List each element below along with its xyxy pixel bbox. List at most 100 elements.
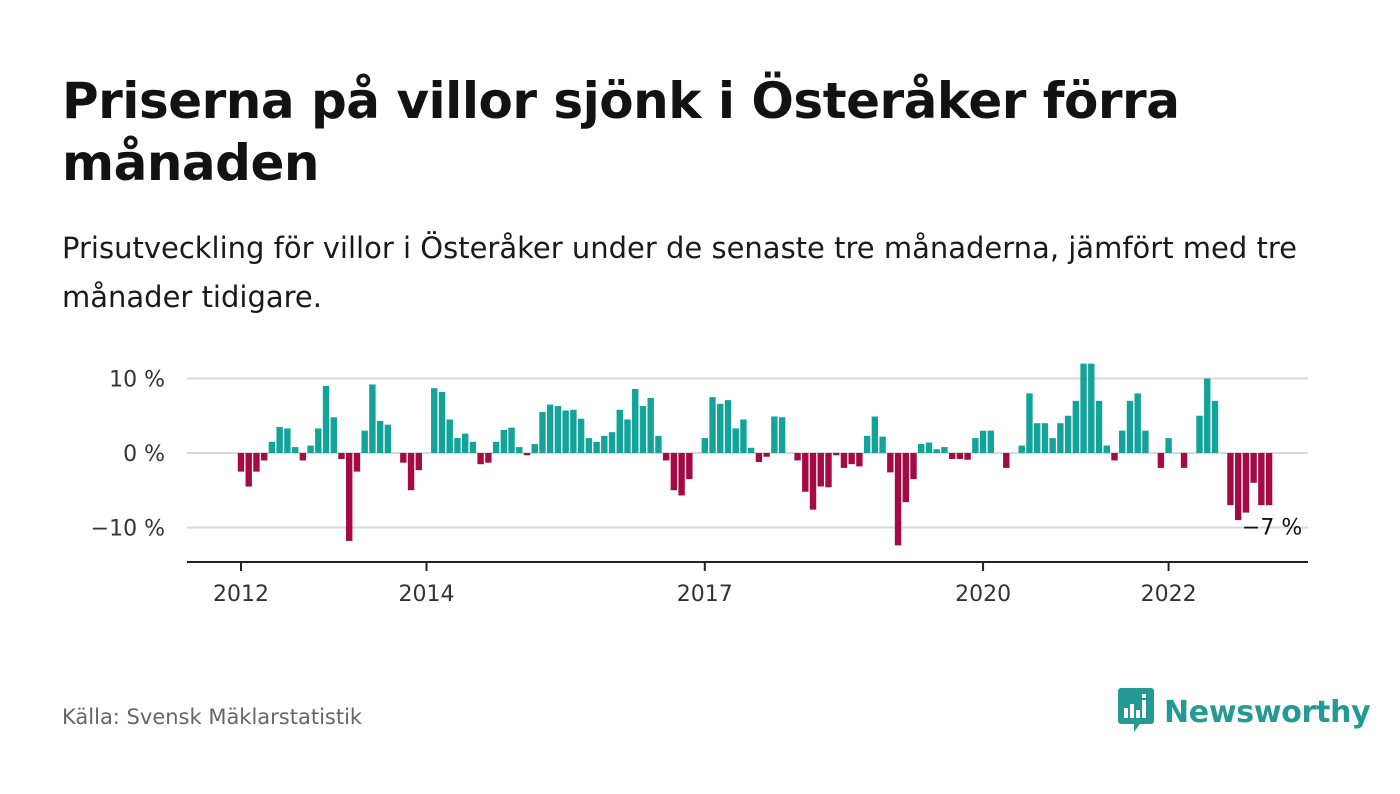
bar xyxy=(833,453,840,456)
bar xyxy=(492,441,500,453)
bar xyxy=(1250,453,1257,483)
bar xyxy=(330,417,337,453)
bar xyxy=(948,453,956,459)
bar xyxy=(237,453,245,472)
bar xyxy=(593,441,600,453)
bar xyxy=(1134,393,1141,453)
bar xyxy=(485,453,492,463)
bar xyxy=(601,435,608,453)
chart-subtitle: Prisutveckling för villor i Österåker un… xyxy=(62,231,1298,314)
bar xyxy=(1165,438,1172,453)
bar xyxy=(315,428,322,453)
bar xyxy=(1003,453,1010,468)
bar xyxy=(1080,363,1087,453)
bar xyxy=(979,430,987,453)
bar xyxy=(338,453,345,459)
bar xyxy=(1049,438,1056,453)
newsworthy-logo[interactable]: Newsworthy xyxy=(1118,688,1371,736)
bar xyxy=(523,453,531,456)
y-tick-label: 0 % xyxy=(123,442,165,467)
bar xyxy=(1088,363,1095,453)
bar xyxy=(1204,378,1211,453)
bar xyxy=(1111,453,1118,461)
bar xyxy=(1126,400,1134,453)
bar xyxy=(817,453,824,487)
bar xyxy=(1072,400,1080,453)
bar xyxy=(879,436,886,453)
bar xyxy=(794,453,801,461)
bar xyxy=(531,444,538,453)
bar xyxy=(863,435,871,453)
bar xyxy=(384,424,392,453)
bar xyxy=(964,453,971,460)
bar xyxy=(508,427,515,453)
bar xyxy=(346,453,353,541)
bar xyxy=(554,406,562,453)
x-tick-label: 2012 xyxy=(213,582,269,607)
bar xyxy=(400,453,407,463)
bar xyxy=(987,430,995,453)
brand-name: Newsworthy xyxy=(1164,694,1371,730)
bar xyxy=(933,449,940,453)
bar xyxy=(268,441,276,453)
bar xyxy=(407,453,415,491)
chart-title: Priserna på villor sjönk i Österåker för… xyxy=(62,72,1180,192)
x-tick-label: 2022 xyxy=(1141,582,1197,607)
bar xyxy=(1180,453,1188,468)
bar xyxy=(717,403,724,453)
bar xyxy=(1119,430,1126,453)
bar xyxy=(1234,453,1242,521)
bar xyxy=(500,429,508,453)
bar xyxy=(1242,453,1250,513)
bar xyxy=(755,453,763,462)
bar xyxy=(616,409,623,453)
bar xyxy=(431,388,438,453)
bar xyxy=(438,391,446,453)
bar xyxy=(825,453,832,488)
bar xyxy=(686,453,693,480)
newsworthy-icon xyxy=(1118,688,1154,736)
bar xyxy=(322,385,330,453)
bar xyxy=(887,453,894,473)
bar xyxy=(709,397,716,453)
bar xyxy=(415,453,422,471)
bar xyxy=(1227,453,1234,506)
source-note: Källa: Svensk Mäklarstatistik xyxy=(62,705,363,729)
bar xyxy=(724,400,732,453)
bar xyxy=(647,397,654,453)
x-tick-label: 2014 xyxy=(399,582,455,607)
bar xyxy=(655,435,662,453)
bar xyxy=(477,453,484,465)
bar xyxy=(771,416,778,453)
bar-chart: 10 % 0 % −10 % 2012 2014 2017 2020 2022 −7 % xyxy=(91,363,1308,607)
bar xyxy=(284,428,291,453)
bar xyxy=(624,419,631,453)
bar xyxy=(253,453,260,472)
bar xyxy=(461,433,469,453)
bar xyxy=(632,388,639,453)
bar xyxy=(1196,415,1203,453)
bar xyxy=(299,453,307,461)
x-tick-label: 2017 xyxy=(677,582,733,607)
bar xyxy=(639,406,647,453)
last-value-annotation: −7 % xyxy=(1242,516,1302,541)
bar xyxy=(577,418,585,453)
bar xyxy=(848,453,855,465)
bar xyxy=(662,453,670,461)
bar xyxy=(376,420,384,453)
bar xyxy=(941,447,948,453)
bar xyxy=(670,453,678,491)
bar xyxy=(1041,423,1049,453)
bar xyxy=(446,419,453,453)
bar xyxy=(1095,400,1103,453)
bar xyxy=(353,453,361,472)
bar xyxy=(732,428,739,453)
bar xyxy=(562,410,569,453)
bar xyxy=(369,384,376,453)
bar xyxy=(894,453,902,546)
bar xyxy=(918,444,925,453)
bar xyxy=(307,445,314,453)
bar xyxy=(763,453,770,457)
bar xyxy=(469,441,477,453)
bar xyxy=(910,453,917,480)
